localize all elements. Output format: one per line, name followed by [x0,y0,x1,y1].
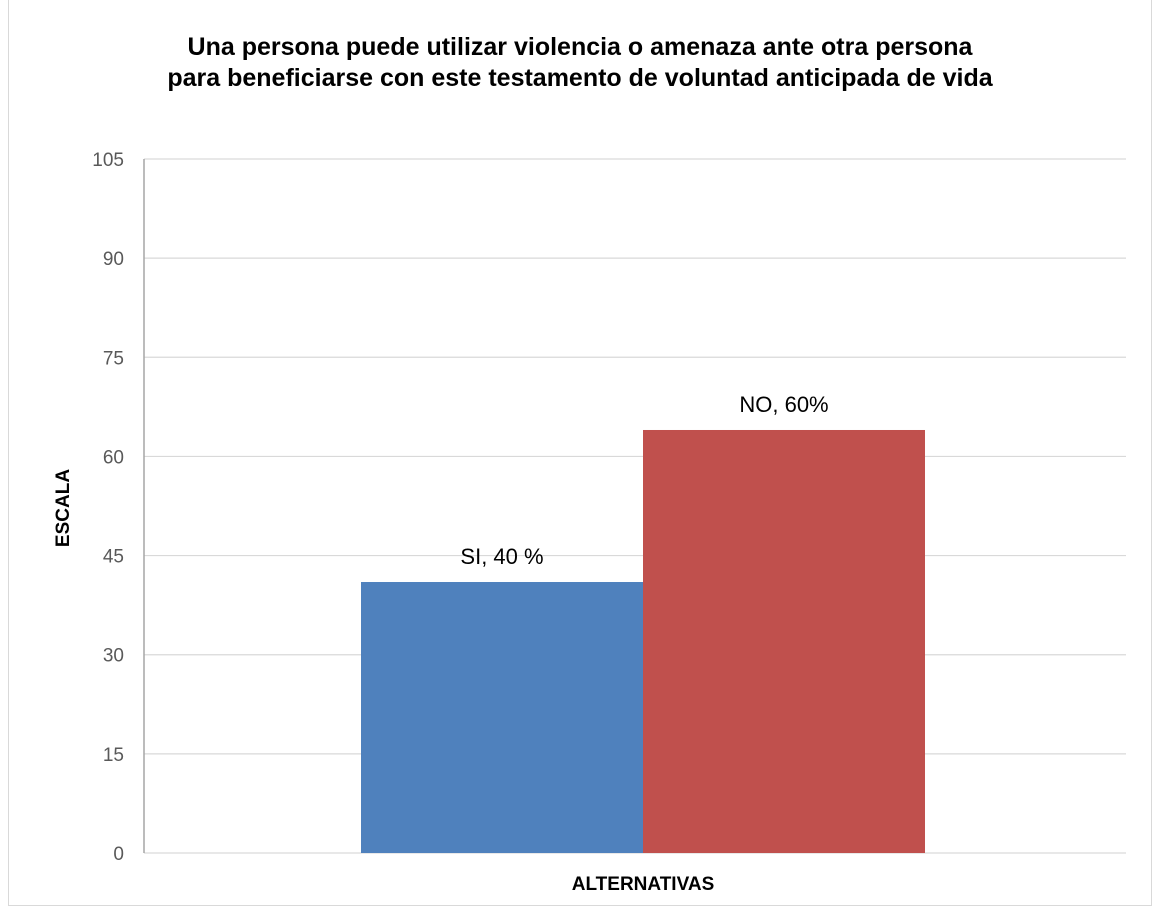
y-tick-label: 30 [103,646,124,667]
y-tick-label: 60 [103,447,124,468]
bar-1 [361,582,643,853]
data-labels: SI, 40 % NO, 60% [460,392,828,569]
x-axis-title: ALTERNATIVAS [572,874,715,895]
data-label-2: NO, 60% [739,392,828,417]
bar-2 [643,429,925,853]
y-tick-label: 15 [103,745,124,766]
y-tick-label: 0 [113,844,124,865]
y-tick-label: 45 [103,547,124,568]
y-tick-label: 75 [103,348,124,369]
bars [361,429,925,853]
chart-title: Una persona puede utilizar violencia o a… [167,33,993,92]
y-axis-title: ESCALA [53,469,74,547]
y-tick-label: 90 [103,249,124,270]
y-tick-label: 105 [92,150,124,171]
y-tick-labels: 0 15 30 45 60 75 90 105 [92,150,124,865]
data-label-1: SI, 40 % [460,544,543,569]
